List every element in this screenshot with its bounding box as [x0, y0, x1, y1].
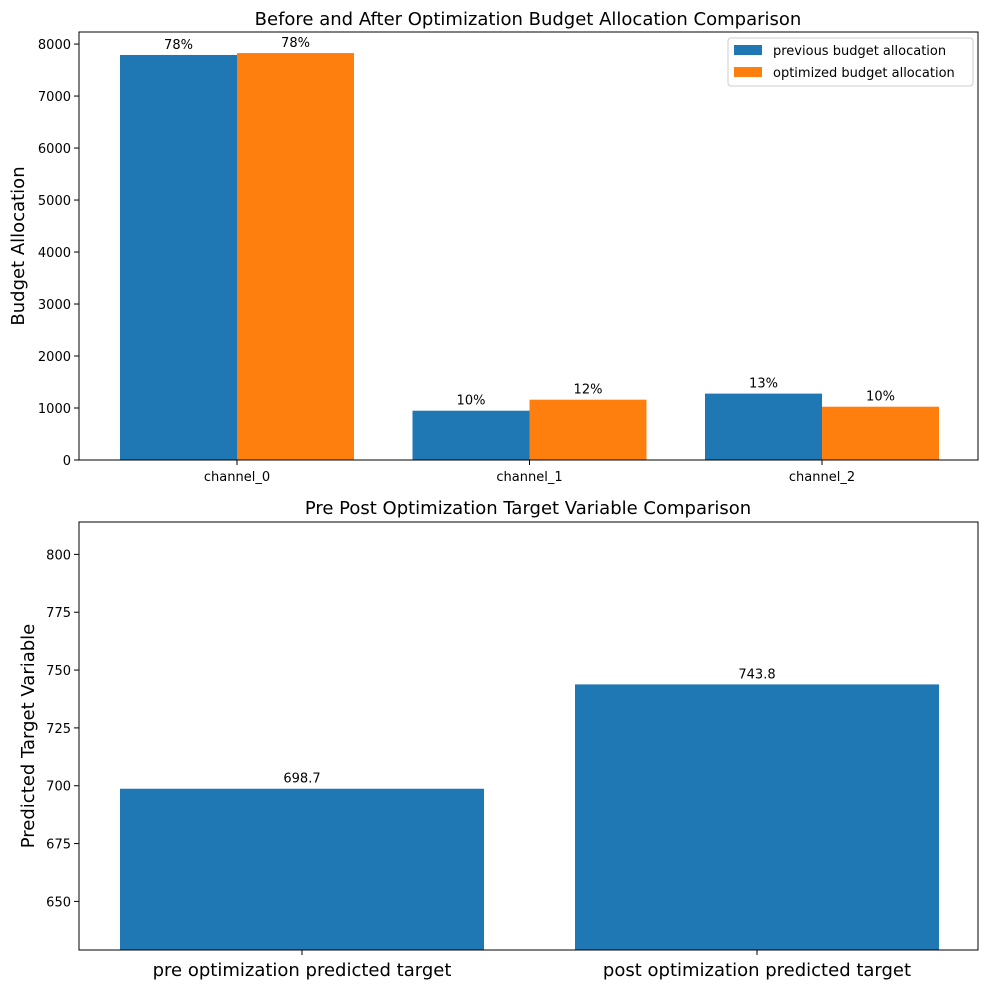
x-tick-label: channel_0 [204, 470, 270, 485]
chart2-axes-frame [78, 521, 979, 951]
chart1-title: Before and After Optimization Budget All… [255, 9, 802, 30]
bar-optimized-channel_2 [822, 406, 939, 460]
bar-previous-channel_0 [120, 54, 237, 461]
legend-label-optimized: optimized budget allocation [773, 66, 955, 81]
y-tick-label: 750 [46, 664, 71, 679]
legend-swatch-optimized [734, 67, 762, 77]
legend: previous budget allocation optimized bud… [727, 37, 974, 87]
y-tick-label: 675 [46, 838, 71, 853]
legend-label-previous: previous budget allocation [773, 44, 946, 59]
target-variable-chart: Pre Post Optimization Target Variable Co… [18, 498, 979, 981]
y-tick-label: 700 [46, 780, 71, 795]
y-tick-label: 6000 [38, 142, 71, 157]
y-tick-label: 775 [46, 606, 71, 621]
x-tick-label: channel_2 [789, 470, 855, 485]
x-tick-label: post optimization predicted target [603, 960, 911, 981]
x-tick-label: channel_1 [496, 470, 562, 485]
y-tick-label: 8000 [38, 38, 71, 53]
legend-swatch-previous [734, 45, 762, 55]
budget-allocation-chart: Before and After Optimization Budget All… [8, 9, 979, 485]
chart1-ylabel: Budget Allocation [8, 166, 29, 325]
bar-previous-channel_1 [412, 410, 530, 460]
y-tick-label: 4000 [38, 246, 71, 261]
x-tick-label: pre optimization predicted target [153, 960, 452, 981]
bar-optimized-channel_1 [529, 399, 647, 460]
y-tick-label: 2000 [38, 350, 71, 365]
y-tick-label: 3000 [38, 298, 71, 313]
y-tick-label: 800 [46, 548, 71, 563]
bar-pre-optimization [120, 788, 484, 950]
y-tick-label: 5000 [38, 194, 71, 209]
y-tick-label: 650 [46, 895, 71, 910]
bar-previous-channel_2 [705, 393, 822, 460]
bar-label: 12% [574, 383, 603, 398]
y-tick-label: 0 [63, 454, 71, 469]
bar-label: 10% [457, 394, 486, 409]
bar-label: 78% [281, 36, 310, 51]
y-tick-label: 7000 [38, 90, 71, 105]
chart2-title: Pre Post Optimization Target Variable Co… [305, 498, 751, 519]
bar-label: 78% [164, 38, 193, 53]
y-tick-label: 725 [46, 722, 71, 737]
bar-label: 13% [749, 377, 778, 392]
chart2-ylabel: Predicted Target Variable [18, 624, 39, 849]
y-tick-label: 1000 [38, 402, 71, 417]
bar-label: 10% [866, 390, 895, 405]
bar-post-optimization [575, 684, 939, 950]
bar-optimized-channel_0 [237, 53, 354, 460]
legend-box [727, 37, 974, 87]
chart1-axes-frame [78, 31, 979, 461]
bar-label: 743.8 [738, 667, 775, 682]
bar-label: 698.7 [283, 772, 320, 787]
